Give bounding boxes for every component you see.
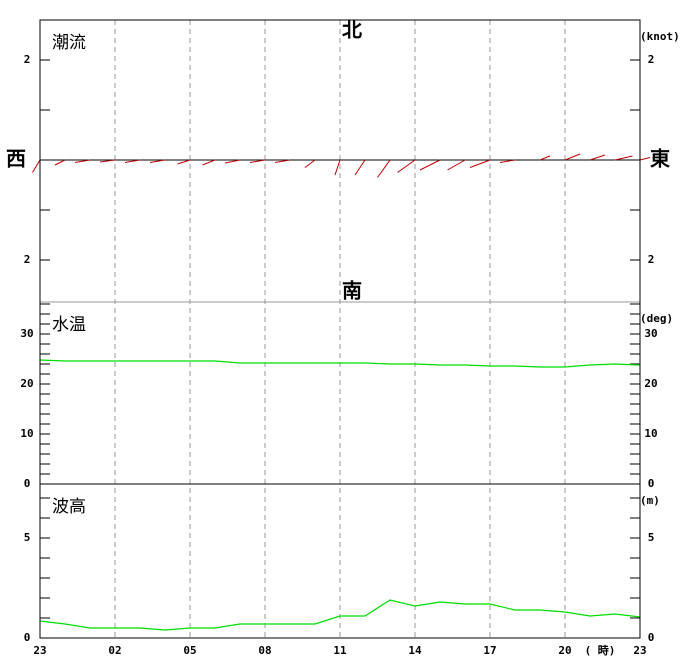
y-tick-label: 0 [24,631,31,644]
current-vector [377,159,391,178]
current-vector [124,159,141,163]
y-tick-label: 0 [24,477,31,490]
east-label: 東 [650,147,670,171]
current-vector [499,159,516,163]
y-tick-label: 0 [648,631,655,644]
current-vector [639,157,651,161]
y-tick-label: 2 [24,53,31,66]
current-vector [354,159,366,176]
current-vector [564,153,581,161]
current-vector [304,159,316,168]
current-vector [539,155,551,161]
current-vector [469,159,491,168]
x-tick-label: 23 [633,644,646,657]
current-vector [419,159,441,171]
y-tick-label: 10 [644,427,657,440]
west-label: 西 [6,147,26,171]
current-vector [54,159,66,166]
x-tick-label: 05 [183,644,196,657]
panel-title: 潮流 [52,33,86,53]
y-tick-label: 30 [20,327,33,340]
plot-frame [39,19,641,639]
data-line [39,359,641,368]
current-vector [334,159,341,176]
current-vector [149,159,166,163]
unit-label: (m) [640,494,660,507]
current-vector [224,159,241,164]
y-tick-label: 10 [20,427,33,440]
y-tick-label: 2 [648,53,655,66]
unit-label: (deg) [640,312,673,325]
y-tick-label: 2 [24,253,31,266]
current-vector [74,159,91,163]
unit-label: (knot) [640,30,680,43]
y-tick-label: 20 [20,377,33,390]
x-tick-label: 20 [558,644,571,657]
x-tick-label: 14 [408,644,422,657]
x-tick-label: 23 [33,644,46,657]
y-tick-label: 2 [648,253,655,266]
current-vector [32,159,41,173]
x-tick-label: 17 [483,644,496,657]
current-vector [614,155,633,161]
current-vector [249,159,266,163]
panel-title: 水温 [52,315,86,335]
current-vector [99,159,116,163]
current-vector [274,159,291,163]
current-vector [202,159,216,166]
current-vector [397,159,416,173]
current-vector [447,159,466,171]
y-tick-label: 5 [24,531,31,544]
x-tick-label: 08 [258,644,271,657]
y-tick-label: 20 [644,377,657,390]
x-axis-label: ( 時) [585,643,616,657]
north-label: 北 [342,18,362,42]
current-vector [589,154,606,161]
current-vector [177,159,191,165]
y-tick-label: 0 [648,477,655,490]
data-line [39,599,641,631]
x-tick-label: 02 [108,644,121,657]
y-tick-label: 30 [644,327,657,340]
x-tick-label: 11 [333,644,347,657]
y-tick-label: 5 [648,531,655,544]
panel-title: 波高 [52,497,86,517]
south-label: 南 [342,279,362,303]
